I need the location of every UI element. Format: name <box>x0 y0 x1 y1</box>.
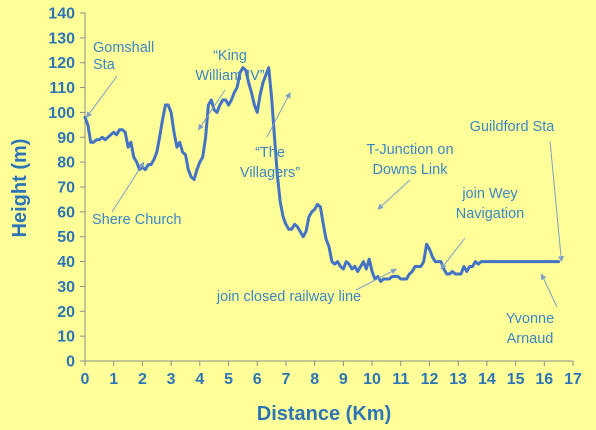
y-tick-label: 0 <box>66 354 75 371</box>
annotation-text: join Wey <box>461 186 518 202</box>
y-tick-label: 100 <box>48 105 75 122</box>
x-tick-label: 7 <box>281 371 290 388</box>
axes <box>80 12 574 366</box>
y-tick-label: 10 <box>57 329 75 346</box>
annotation-text: Villagers” <box>240 165 300 181</box>
x-tick-label: 6 <box>253 371 262 388</box>
y-axis-title: Height (m) <box>9 139 31 238</box>
x-tick-label: 5 <box>224 371 233 388</box>
annotation-guildford: Guildford Sta <box>470 119 564 263</box>
x-tick-label: 9 <box>339 371 348 388</box>
annotation-text: Navigation <box>456 206 525 222</box>
x-tick-label: 3 <box>167 371 176 388</box>
annotation-arrow <box>197 89 226 131</box>
y-tick-label: 50 <box>57 229 75 246</box>
y-tick-label: 140 <box>48 6 75 23</box>
y-tick-label: 110 <box>49 80 75 97</box>
annotation-text: join closed railway line <box>216 289 361 305</box>
y-tick-label: 120 <box>48 55 75 72</box>
x-tick-label: 1 <box>109 371 118 388</box>
annotation-arrow <box>440 237 466 270</box>
annotation-text: Gomshall <box>93 40 154 56</box>
annotation-arrow <box>266 92 291 138</box>
y-tick-label: 130 <box>48 30 75 47</box>
x-axis-title: Distance (Km) <box>257 403 391 425</box>
x-tick-label: 12 <box>421 371 439 388</box>
y-tick-label: 40 <box>57 254 75 271</box>
annotation-text: “King <box>213 48 247 64</box>
elevation-line <box>83 66 561 283</box>
annotation-villagers: “The Villagers” <box>240 92 300 181</box>
annotation-shere-church: Shere Church <box>92 161 181 228</box>
y-tick-label: 80 <box>57 155 75 172</box>
x-tick-label: 16 <box>535 371 553 388</box>
annotation-text: William IV” <box>195 68 264 84</box>
annotation-king-william: “King William IV” <box>195 48 265 131</box>
x-tick-label: 13 <box>449 371 467 388</box>
annotation-text: Arnaud <box>507 331 554 347</box>
annotation-arrow <box>111 161 145 213</box>
annotation-wey-navigation: join Wey Navigation <box>440 186 525 270</box>
x-tick-label: 15 <box>507 371 525 388</box>
x-tick-label: 10 <box>363 371 381 388</box>
y-tick-label: 90 <box>57 130 75 147</box>
x-tick-label: 0 <box>81 371 90 388</box>
x-tick-label: 14 <box>478 371 496 388</box>
annotation-yvonne-arnaud: Yvonne Arnaud <box>506 273 558 347</box>
y-tick-label: 70 <box>57 180 75 197</box>
x-tick-label: 8 <box>310 371 319 388</box>
annotation-text: Shere Church <box>92 212 181 228</box>
y-tick-label: 30 <box>57 279 75 296</box>
annotation-arrow <box>86 75 118 118</box>
annotation-arrow <box>549 140 564 263</box>
annotation-text: T-Junction on <box>366 142 453 158</box>
annotation-closed-railway: join closed railway line <box>216 268 397 305</box>
x-tick-label: 17 <box>564 371 582 388</box>
annotation-arrow <box>377 179 411 210</box>
series-group <box>83 66 561 283</box>
y-tick-label: 60 <box>57 204 75 221</box>
annotation-t-junction: T-Junction on Downs Link <box>366 142 454 210</box>
annotation-text: Sta <box>93 57 116 73</box>
annotation-text: Guildford Sta <box>470 119 556 135</box>
annotation-text: Yvonne <box>506 311 554 327</box>
y-tick-label: 20 <box>57 304 75 321</box>
annotation-arrow <box>355 268 397 291</box>
x-tick-label: 2 <box>138 371 147 388</box>
x-tick-label: 11 <box>392 371 409 388</box>
annotation-text: “The <box>255 145 285 161</box>
annotation-arrow <box>540 273 558 308</box>
annotation-text: Downs Link <box>373 162 449 178</box>
x-tick-label: 4 <box>195 371 204 388</box>
